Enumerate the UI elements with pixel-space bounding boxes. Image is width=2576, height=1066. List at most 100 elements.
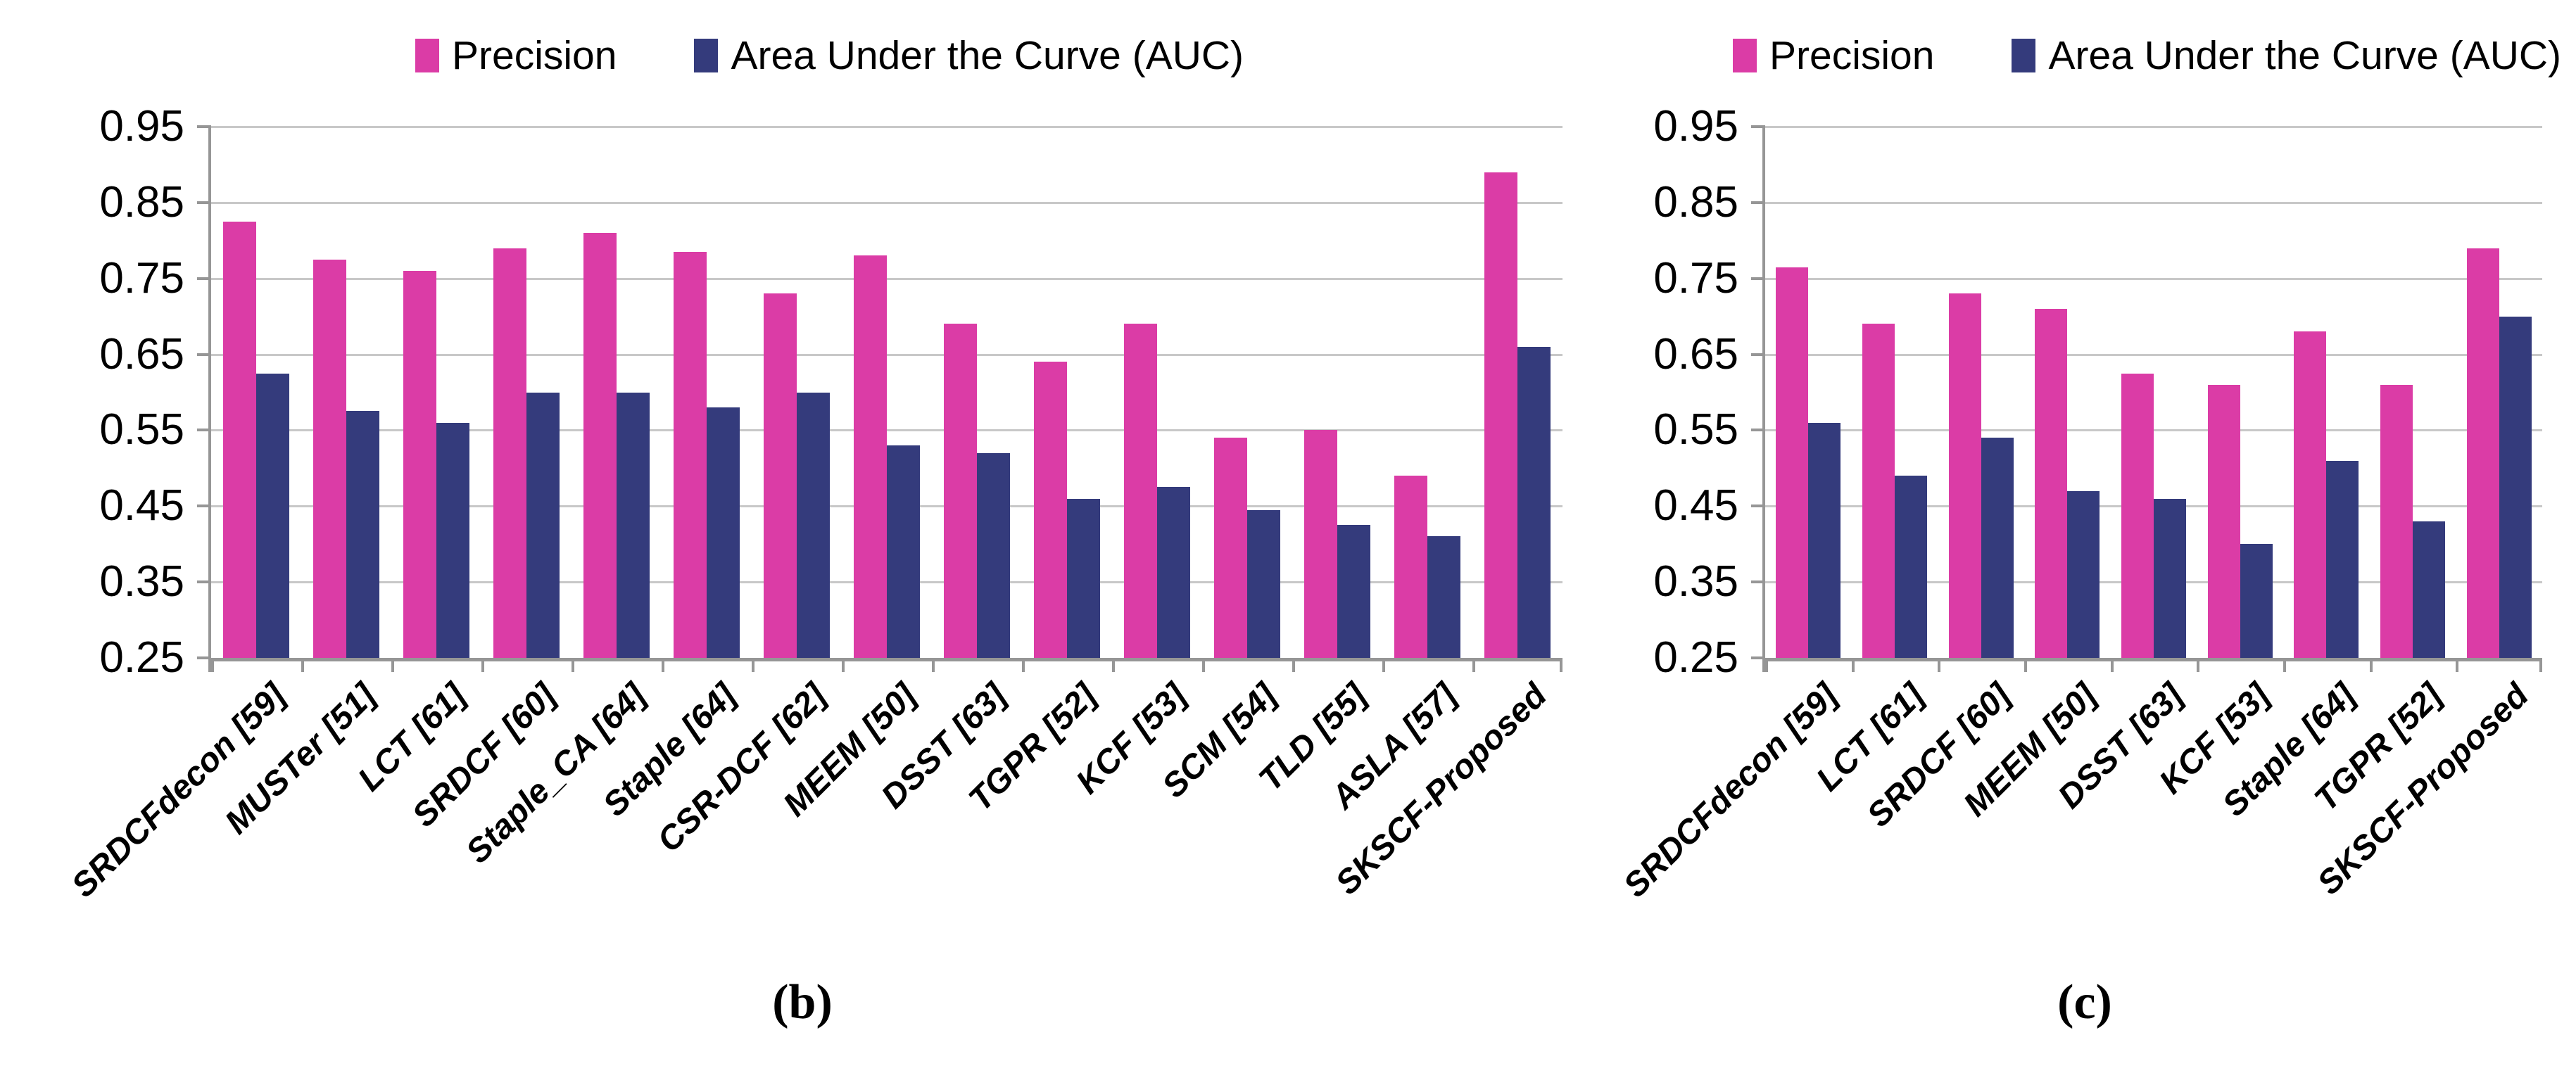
bar-precision <box>403 270 436 658</box>
legend-item-precision: Precision <box>1733 32 1934 79</box>
x-tick-mark <box>2539 658 2542 672</box>
bar-auc <box>797 392 830 658</box>
x-tick-mark <box>1382 658 1385 672</box>
y-tick-mark <box>197 580 211 584</box>
bar-auc <box>2154 498 2186 658</box>
bar-precision <box>223 221 256 658</box>
bar-auc <box>2067 490 2100 658</box>
x-tick-mark <box>752 658 755 672</box>
bar-precision <box>2035 308 2068 658</box>
bar-auc <box>707 407 740 658</box>
y-tick-mark <box>197 277 211 280</box>
y-tick-mark <box>1751 201 1765 204</box>
y-tick-mark <box>197 201 211 204</box>
x-tick-mark <box>1765 658 1768 672</box>
bar-auc <box>2499 316 2532 658</box>
x-tick-mark <box>2456 658 2459 672</box>
x-tick-mark <box>481 658 484 672</box>
bar-precision <box>1124 324 1157 658</box>
legend-label: Precision <box>1769 33 1935 78</box>
y-tick-mark <box>1751 656 1765 659</box>
bar-auc <box>256 373 289 658</box>
y-tick-mark <box>1751 125 1765 128</box>
y-tick-label: 0.35 <box>99 557 184 607</box>
bar-auc <box>346 411 379 658</box>
x-tick-mark <box>2024 658 2027 672</box>
y-tick-label: 0.55 <box>99 405 184 455</box>
bar-auc <box>1247 509 1280 658</box>
y-tick-label: 0.45 <box>1653 481 1738 531</box>
x-axis-line <box>1762 658 2542 661</box>
y-tick-label: 0.25 <box>1653 633 1738 682</box>
gridline <box>211 429 1562 432</box>
x-tick-mark <box>842 658 845 672</box>
y-tick-label: 0.65 <box>99 329 184 379</box>
y-tick-mark <box>1751 429 1765 432</box>
bar-precision <box>583 233 617 658</box>
bar-precision <box>2466 248 2499 658</box>
y-tick-mark <box>197 125 211 128</box>
x-tick-mark <box>1292 658 1295 672</box>
bar-precision <box>674 251 707 658</box>
bar-precision <box>1862 324 1895 658</box>
x-tick-mark <box>1851 658 1855 672</box>
x-tick-mark <box>2197 658 2200 672</box>
caption-b: (b) <box>772 975 833 1029</box>
bar-auc <box>526 392 560 658</box>
bar-auc <box>1337 525 1370 658</box>
bar-auc <box>2326 460 2359 658</box>
legend-label: Area Under the Curve (AUC) <box>731 33 1244 78</box>
y-tick-label: 0.35 <box>1653 557 1738 607</box>
x-tick-mark <box>211 658 214 672</box>
gridline <box>211 126 1562 128</box>
gridline <box>1765 429 2542 432</box>
auc-legend-swatch-icon <box>694 39 719 72</box>
y-tick-mark <box>197 505 211 508</box>
legend-item-precision: Precision <box>415 32 617 79</box>
y-tick-label: 0.25 <box>99 633 184 682</box>
y-axis-line <box>1762 125 1765 672</box>
x-tick-mark <box>1560 658 1562 672</box>
x-axis-line <box>208 658 1562 661</box>
caption-c: (c) <box>2057 975 2112 1029</box>
y-tick-label: 0.55 <box>1653 405 1738 455</box>
y-tick-mark <box>197 656 211 659</box>
bar-precision <box>1394 476 1427 658</box>
legend: Precision Area Under the Curve (AUC) <box>1733 32 2561 79</box>
x-tick-mark <box>1112 658 1115 672</box>
precision-legend-swatch-icon <box>415 39 439 72</box>
x-tick-mark <box>1022 658 1025 672</box>
gridline <box>211 201 1562 204</box>
bar-auc <box>1517 346 1551 658</box>
bar-auc <box>617 392 650 658</box>
y-tick-mark <box>1751 505 1765 508</box>
y-tick-mark <box>1751 580 1765 584</box>
x-tick-mark <box>391 658 394 672</box>
y-tick-label: 0.75 <box>1653 253 1738 303</box>
x-tick-mark <box>662 658 664 672</box>
auc-legend-swatch-icon <box>2012 39 2036 72</box>
bar-auc <box>887 445 920 658</box>
bar-auc <box>1895 476 1927 658</box>
x-tick-mark <box>1938 658 1941 672</box>
y-tick-label: 0.95 <box>1653 102 1738 151</box>
bar-precision <box>764 293 797 658</box>
x-tick-mark <box>1472 658 1475 672</box>
x-tick-mark <box>2110 658 2114 672</box>
bar-precision <box>1214 438 1247 658</box>
x-tick-mark <box>301 658 304 672</box>
bar-precision <box>1776 267 1809 658</box>
bar-precision <box>1484 172 1517 658</box>
legend-item-auc: Area Under the Curve (AUC) <box>2012 32 2561 79</box>
bar-precision <box>1034 362 1067 658</box>
bar-precision <box>1948 293 1981 658</box>
bar-precision <box>944 324 977 658</box>
bar-auc <box>977 452 1010 658</box>
legend-item-auc: Area Under the Curve (AUC) <box>694 32 1244 79</box>
x-tick-mark <box>2369 658 2373 672</box>
y-tick-label: 0.85 <box>99 177 184 227</box>
x-tick-mark <box>2283 658 2286 672</box>
bar-auc <box>436 422 469 658</box>
gridline <box>1765 353 2542 356</box>
